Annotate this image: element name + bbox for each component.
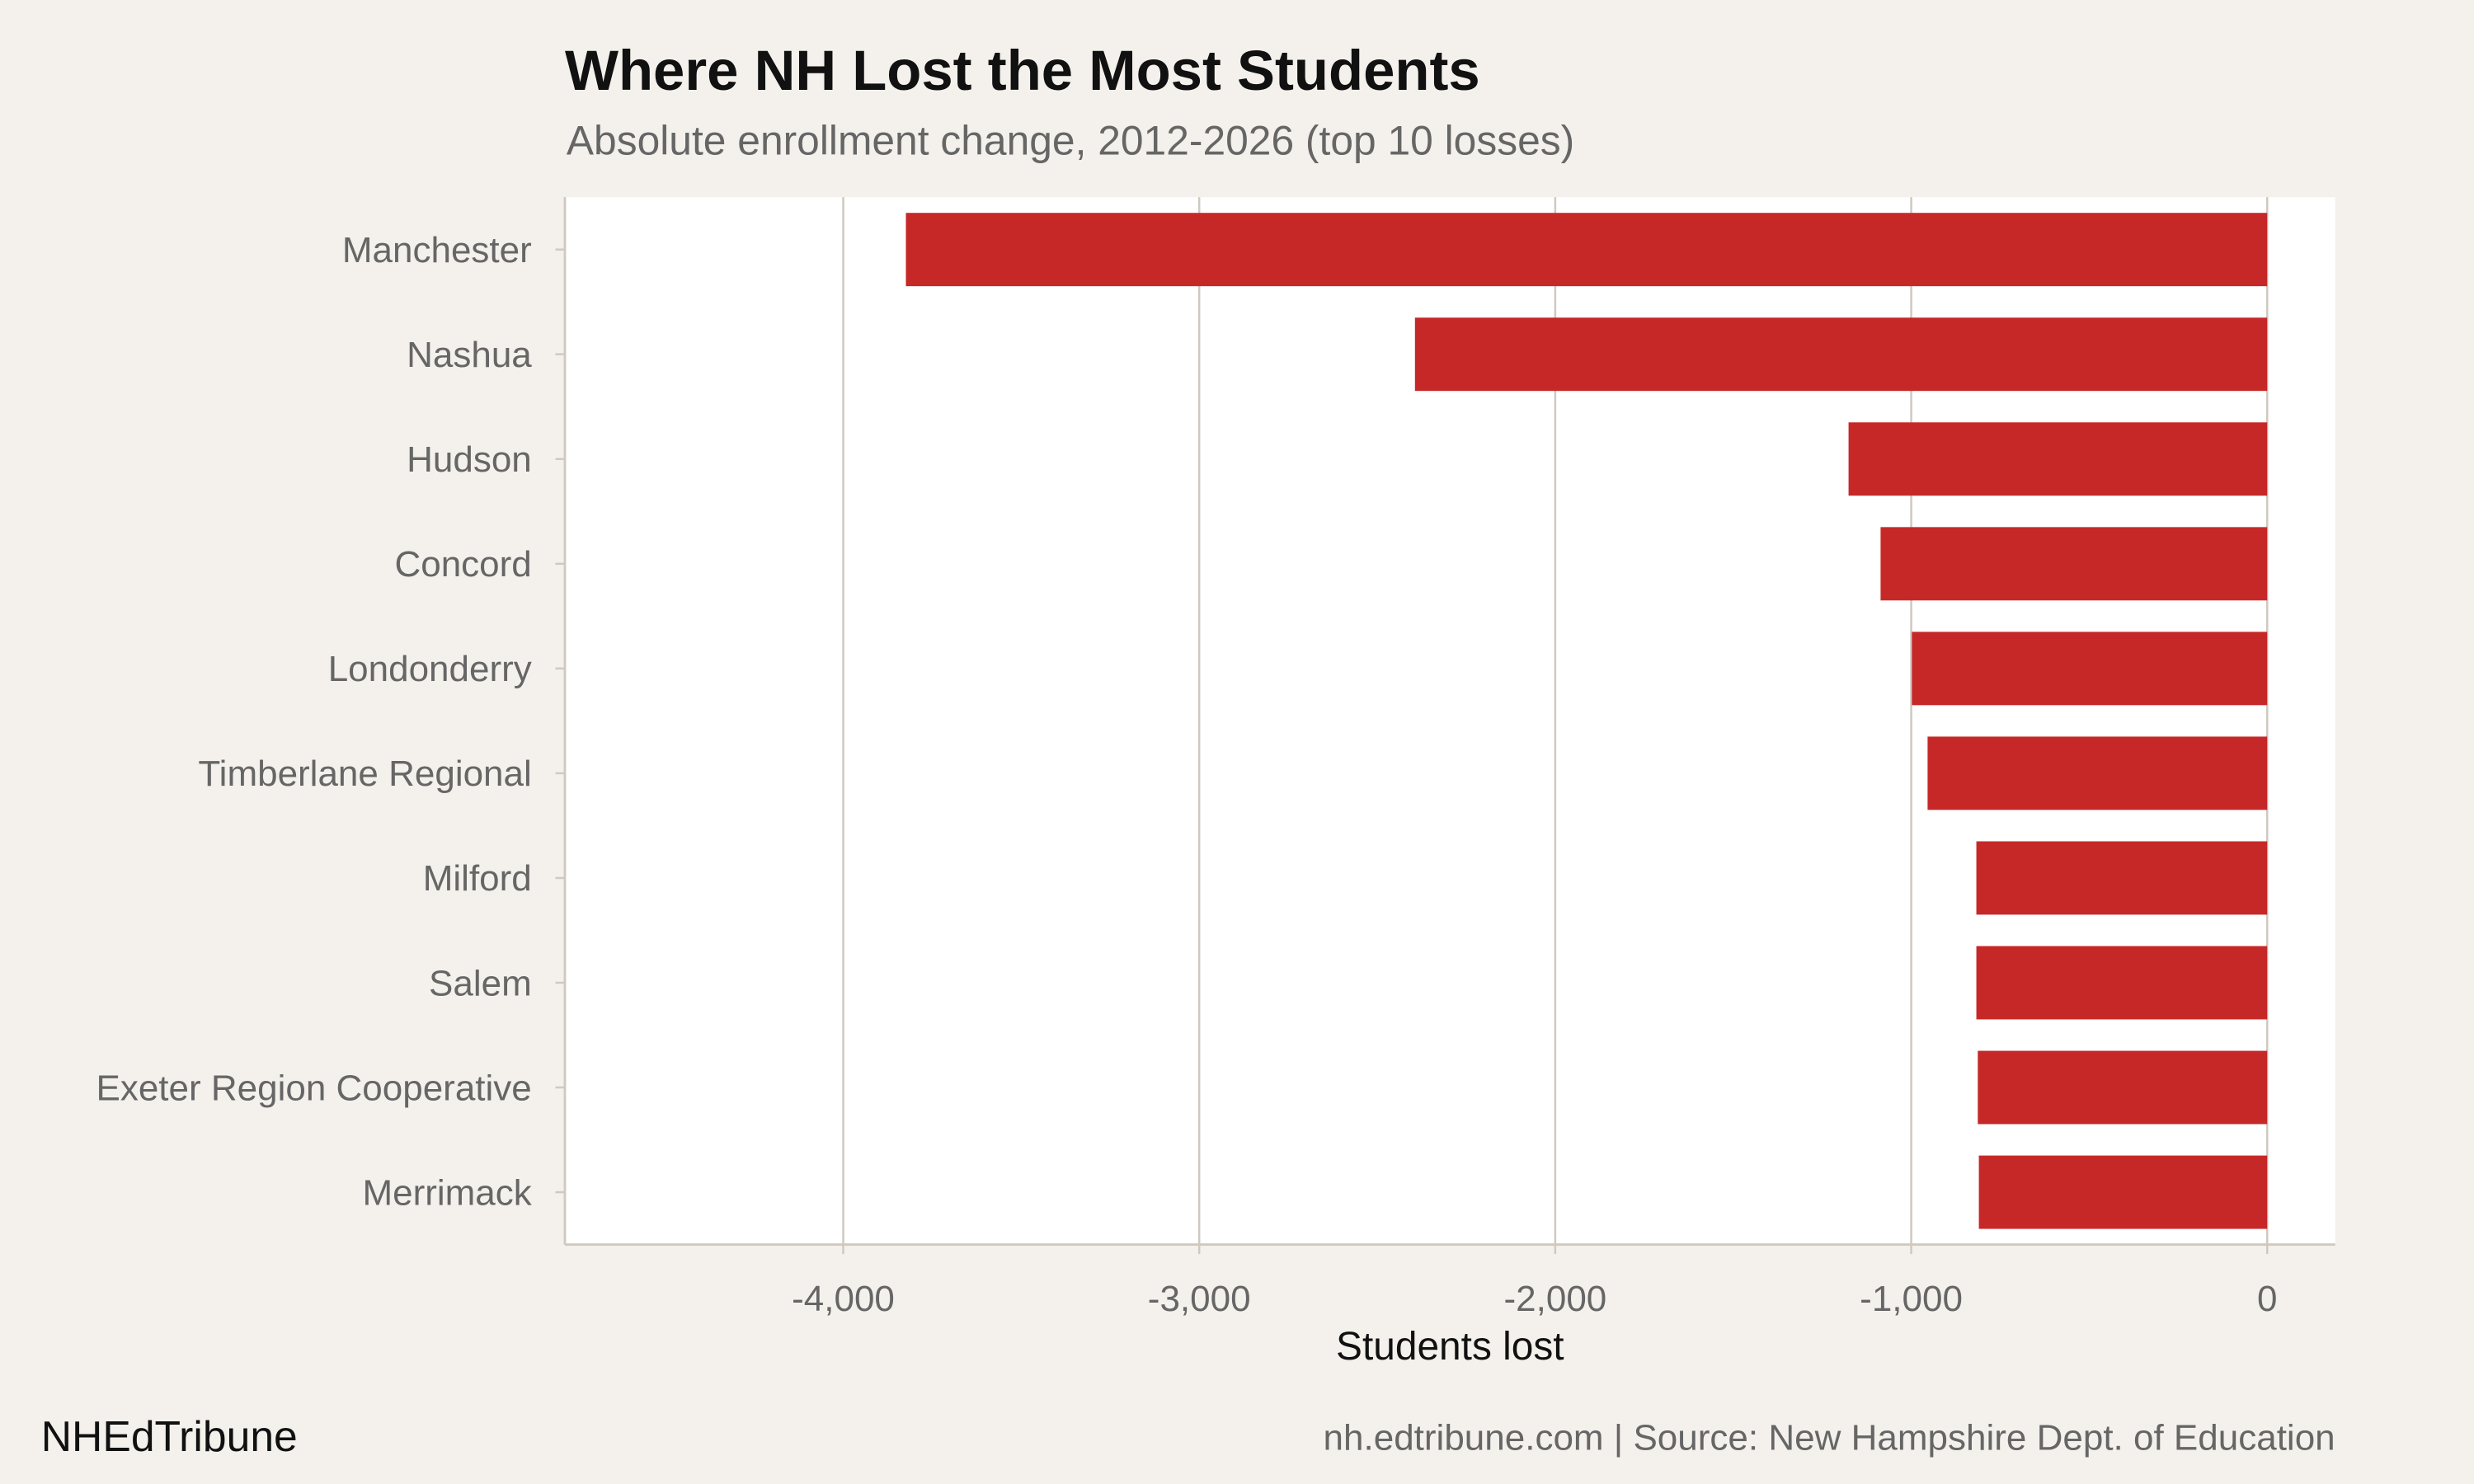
source-note: nh.edtribune.com | Source: New Hampshire… bbox=[1323, 1416, 2335, 1458]
y-tick-label: Exeter Region Cooperative bbox=[96, 1068, 531, 1108]
y-tick-label: Manchester bbox=[342, 230, 532, 270]
bar-salem bbox=[1976, 946, 2268, 1020]
bar-concord bbox=[1880, 527, 2268, 601]
bar-milford bbox=[1976, 841, 2268, 915]
y-tick-label: Timberlane Regional bbox=[198, 754, 531, 794]
x-tick-label: -3,000 bbox=[1148, 1279, 1251, 1319]
y-tick-label: Merrimack bbox=[362, 1172, 532, 1213]
chart-subtitle: Absolute enrollment change, 2012-2026 (t… bbox=[566, 116, 1575, 164]
bar-manchester bbox=[905, 213, 2268, 287]
x-axis-title: Students lost bbox=[1336, 1325, 1564, 1369]
y-tick-label: Londonderry bbox=[328, 649, 532, 689]
bar-timberlane-regional bbox=[1927, 736, 2268, 810]
y-tick-label: Hudson bbox=[407, 439, 532, 480]
bar-merrimack bbox=[1978, 1155, 2268, 1229]
x-tick-label: -2,000 bbox=[1504, 1279, 1607, 1319]
bar-exeter-region-cooperative bbox=[1978, 1050, 2268, 1125]
y-tick-label: Salem bbox=[429, 963, 532, 1003]
y-tick-label: Milford bbox=[423, 858, 532, 899]
bar-nashua bbox=[1414, 317, 2268, 392]
y-tick-label: Nashua bbox=[407, 335, 532, 375]
x-tick-label: -4,000 bbox=[792, 1279, 895, 1319]
y-tick-label: Concord bbox=[394, 544, 531, 585]
bar-londonderry bbox=[1912, 632, 2268, 706]
bar-hudson bbox=[1848, 422, 2268, 496]
x-tick-label: -1,000 bbox=[1860, 1279, 1963, 1319]
brand-label: NHEdTribune bbox=[40, 1413, 298, 1461]
x-tick-label: 0 bbox=[2257, 1279, 2277, 1319]
chart-title: Where NH Lost the Most Students bbox=[564, 37, 1480, 103]
